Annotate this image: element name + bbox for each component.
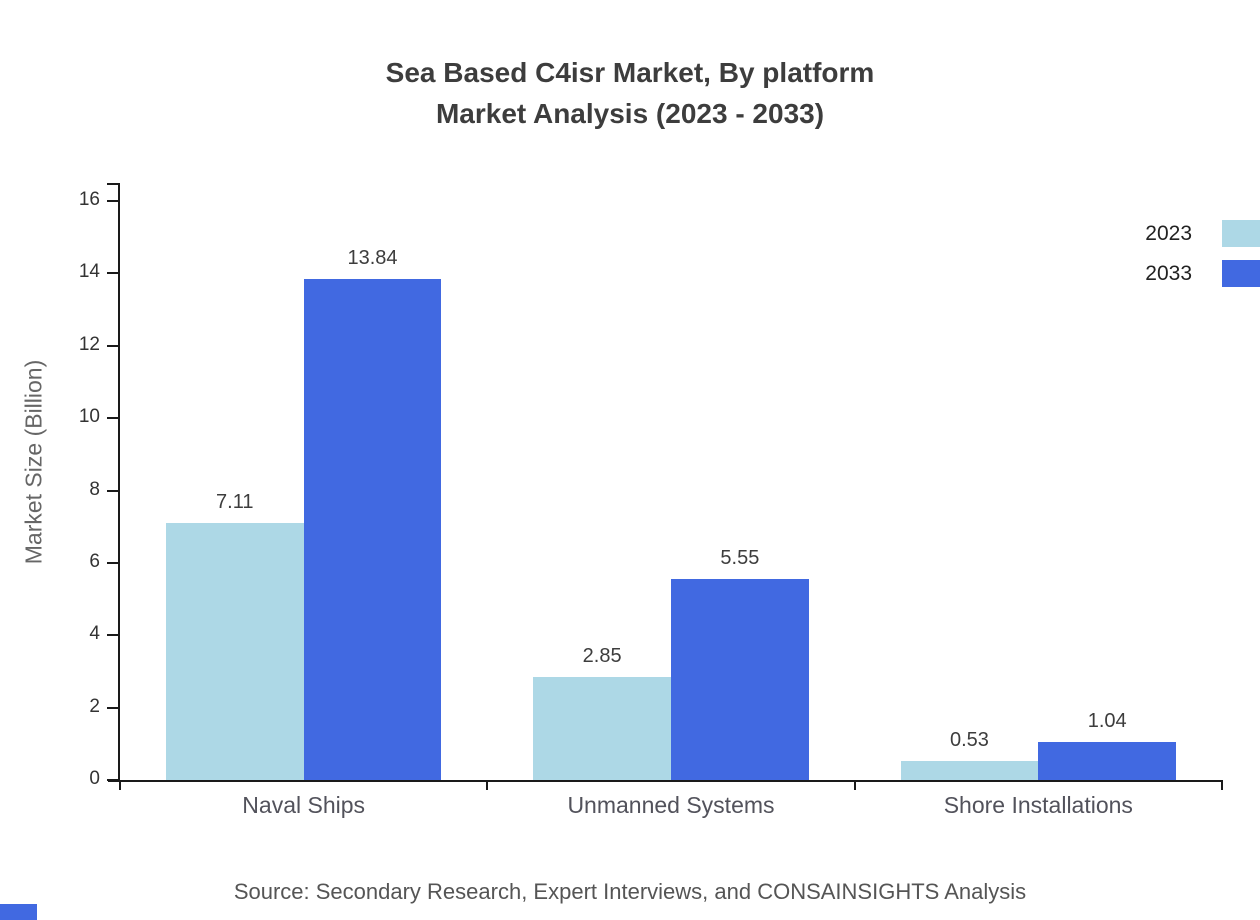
y-tick-label: 10 xyxy=(78,406,100,428)
y-tick-label: 4 xyxy=(89,623,100,645)
y-tick xyxy=(107,489,118,492)
y-tick xyxy=(107,200,118,202)
y-tick xyxy=(107,706,118,709)
y-tick xyxy=(107,272,118,275)
y-axis-line xyxy=(118,183,120,782)
legend-item-2033: 2033 xyxy=(1145,260,1260,287)
chart-title: Sea Based C4isr Market, By platform Mark… xyxy=(0,52,1260,134)
y-tick-label: 2 xyxy=(89,695,100,717)
bar-value-label: 2.85 xyxy=(582,644,622,667)
y-tick-label: 6 xyxy=(89,550,100,572)
legend-label-2023: 2023 xyxy=(1145,221,1192,245)
legend-item-2023: 2023 xyxy=(1145,220,1260,247)
y-tick-label: 14 xyxy=(78,261,100,283)
legend-swatch-2023 xyxy=(1222,220,1260,247)
y-tick xyxy=(107,779,118,781)
chart-title-line2: Market Analysis (2023 - 2033) xyxy=(435,98,825,129)
legend-label-2033: 2033 xyxy=(1145,261,1192,285)
bar-2023-2 xyxy=(533,676,671,780)
y-tick-label: 8 xyxy=(89,478,100,500)
x-category-label: Naval Ships xyxy=(242,792,366,818)
y-tick-label: 12 xyxy=(78,333,100,355)
chart-title-line1: Sea Based C4isr Market, By platform xyxy=(385,57,875,88)
y-tick xyxy=(107,344,118,347)
legend: 2023 2033 xyxy=(1145,220,1260,287)
y-tick xyxy=(107,417,118,420)
bar-value-label: 0.53 xyxy=(949,728,989,751)
x-tick xyxy=(486,780,489,790)
bar-value-label: 13.84 xyxy=(347,247,398,270)
bar-2033-1 xyxy=(303,279,442,780)
x-tick xyxy=(119,780,121,790)
x-tick xyxy=(853,780,856,790)
bar-2033-3 xyxy=(1038,742,1177,780)
y-axis-end-tick xyxy=(107,183,118,185)
bar-value-label: 5.55 xyxy=(720,547,760,570)
bar-2023-3 xyxy=(900,760,1039,780)
y-tick-label: 0 xyxy=(89,768,100,789)
x-tick xyxy=(1221,780,1223,790)
y-tick-label: 16 xyxy=(78,189,100,210)
y-tick xyxy=(107,634,118,637)
x-category-label: Unmanned Systems xyxy=(567,792,775,818)
x-axis-line xyxy=(108,780,1222,782)
legend-swatch-2033 xyxy=(1222,260,1260,287)
bar-value-label: 7.11 xyxy=(216,490,254,513)
bar-2023-1 xyxy=(165,522,304,780)
x-category-label: Shore Installations xyxy=(943,792,1133,818)
source-note: Source: Secondary Research, Expert Inter… xyxy=(233,879,1027,904)
y-tick xyxy=(107,561,118,564)
bar-2033-2 xyxy=(671,579,809,780)
bar-value-label: 1.04 xyxy=(1087,710,1127,733)
corner-accent xyxy=(0,904,37,920)
